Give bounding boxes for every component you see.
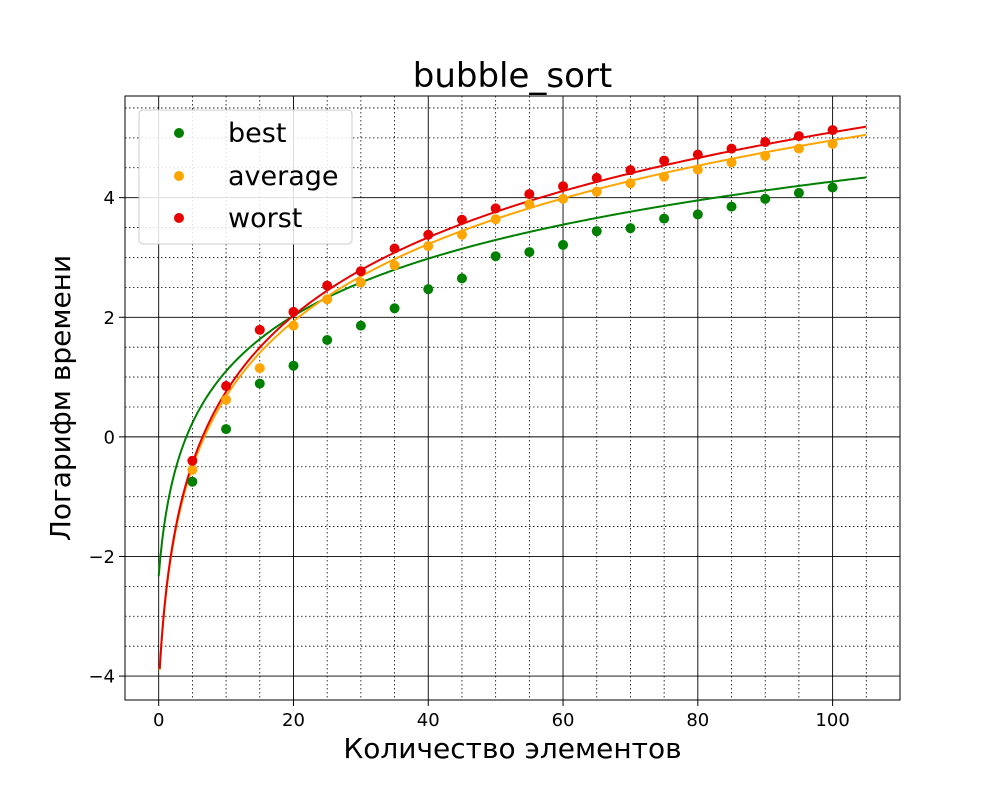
legend: best average worst [138, 109, 353, 245]
legend-label-worst: worst [228, 203, 302, 234]
major-grid [125, 96, 900, 700]
fit-curve-average [158, 133, 867, 671]
point-worst [524, 189, 535, 200]
point-worst [726, 143, 737, 154]
point-average [187, 464, 198, 475]
point-worst [187, 455, 198, 466]
point-worst [389, 243, 400, 254]
axis-ticks: 0 20 40 60 80 100 −4 −2 0 2 4 [88, 188, 849, 731]
x-tick-label: 0 [153, 710, 164, 731]
point-worst [760, 137, 771, 148]
point-average [490, 214, 501, 225]
point-average [524, 199, 535, 210]
x-tick-label: 80 [686, 710, 709, 731]
fit-curve-best [157, 176, 867, 577]
point-best [355, 320, 366, 331]
point-average [355, 277, 366, 288]
y-axis-label: Логарифм времени [44, 255, 77, 541]
point-best [187, 476, 198, 487]
x-tick-label: 60 [552, 710, 575, 731]
point-worst [591, 172, 602, 183]
point-average [389, 260, 400, 271]
point-average [288, 320, 299, 331]
point-worst [558, 181, 569, 192]
point-average [591, 186, 602, 197]
point-best [288, 360, 299, 371]
point-worst [692, 149, 703, 160]
fit-curve-worst [158, 125, 867, 669]
point-worst [793, 131, 804, 142]
point-best [760, 193, 771, 204]
fit-curves [157, 125, 867, 671]
point-best [793, 187, 804, 198]
point-average [760, 150, 771, 161]
point-average [625, 178, 636, 189]
point-best [726, 201, 737, 212]
point-average [793, 143, 804, 154]
legend-box [138, 109, 353, 245]
point-average [221, 394, 232, 405]
point-average [726, 157, 737, 168]
point-average [692, 164, 703, 175]
point-worst [288, 306, 299, 317]
legend-label-average: average [228, 161, 339, 192]
x-tick-label: 20 [282, 710, 305, 731]
point-average [254, 363, 265, 374]
point-average [322, 294, 333, 305]
plot-frame [124, 95, 901, 701]
point-average [827, 138, 838, 149]
point-best [827, 182, 838, 193]
point-average [423, 241, 434, 252]
data-points [187, 125, 838, 487]
point-best [558, 239, 569, 250]
y-tick-label: −2 [88, 547, 115, 568]
point-best [254, 378, 265, 389]
x-tick-label: 100 [815, 710, 849, 731]
point-best [456, 273, 467, 284]
point-best [490, 251, 501, 262]
point-worst [827, 125, 838, 136]
y-tick-label: 0 [104, 427, 115, 448]
x-axis-label: Количество элементов [343, 732, 681, 765]
point-worst [490, 203, 501, 214]
point-best [221, 424, 232, 435]
point-best [591, 226, 602, 237]
point-average [456, 229, 467, 240]
point-worst [322, 280, 333, 291]
y-tick-label: 4 [104, 188, 115, 209]
point-average [659, 171, 670, 182]
point-best [389, 303, 400, 314]
point-worst [423, 229, 434, 240]
legend-marker-best [174, 128, 184, 138]
point-best [625, 223, 636, 234]
point-best [524, 247, 535, 258]
point-worst [456, 214, 467, 225]
x-tick-label: 40 [417, 710, 440, 731]
y-tick-label: −4 [88, 667, 115, 688]
point-best [322, 334, 333, 345]
point-worst [221, 381, 232, 392]
point-best [692, 209, 703, 220]
point-best [423, 284, 434, 295]
point-worst [625, 165, 636, 176]
point-worst [659, 155, 670, 166]
point-worst [254, 324, 265, 335]
legend-label-best: best [228, 118, 286, 149]
point-best [659, 213, 670, 224]
y-tick-label: 2 [104, 308, 115, 329]
chart-title: bubble_sort [413, 56, 612, 96]
point-average [558, 193, 569, 204]
legend-marker-worst [174, 213, 184, 223]
point-worst [355, 266, 366, 277]
legend-marker-average [174, 171, 184, 181]
